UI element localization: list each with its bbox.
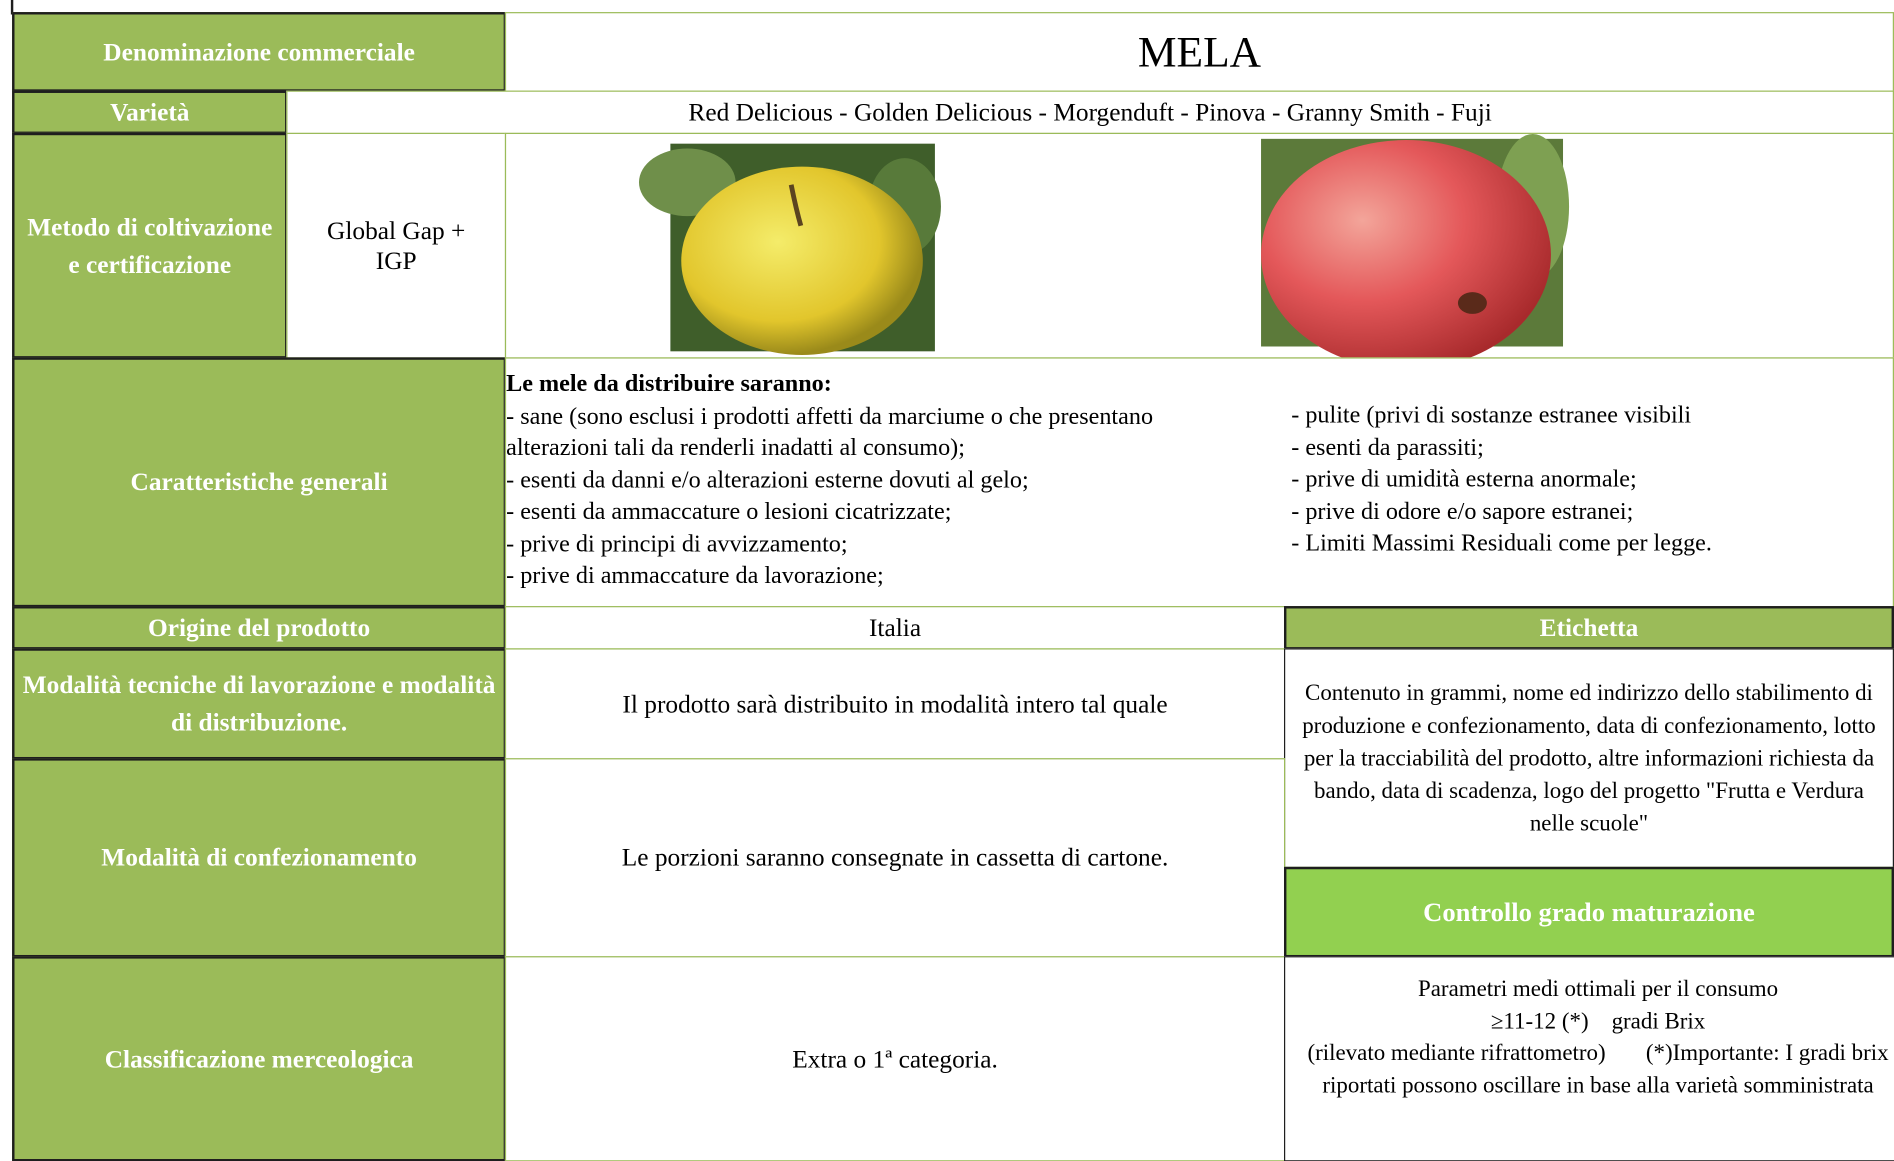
label-info: Contenuto in grammi, nome ed indirizzo d… bbox=[1283, 648, 1894, 869]
row-label: Modalità di confezionamento bbox=[12, 758, 507, 958]
border bbox=[10, 0, 14, 15]
text-line: (rilevato mediante rifrattometro) (*)Imp… bbox=[1307, 1040, 1894, 1099]
list-item: - sane (sono esclusi i prodotti affetti … bbox=[506, 402, 1154, 462]
characteristics: Le mele da distribuire saranno: - sane (… bbox=[504, 357, 1894, 608]
row-label: Origine del prodotto bbox=[12, 606, 507, 650]
column-label: Etichetta bbox=[1283, 606, 1894, 650]
list: - pulite (privi di sostanze estranee vis… bbox=[1291, 400, 1894, 560]
images-cell bbox=[504, 132, 1894, 360]
row-label: Metodo di coltivazione e certificazione bbox=[12, 132, 288, 359]
text-line: Parametri medi ottimali per il consumo bbox=[1417, 976, 1779, 1003]
list-item: - prive di odore e/o sapore estranei; bbox=[1291, 498, 1634, 525]
row-label: Varietà bbox=[12, 90, 288, 135]
classification: Extra o 1ª categoria. bbox=[504, 956, 1286, 1161]
processing: Il prodotto sarà distribuito in modalità… bbox=[504, 648, 1286, 760]
ripeness-info: Parametri medi ottimali per il consumo ≥1… bbox=[1283, 956, 1894, 1161]
apple-images bbox=[638, 134, 1570, 360]
list-item: - esenti da danni e/o alterazioni estern… bbox=[506, 466, 1029, 494]
title: MELA bbox=[504, 12, 1894, 92]
list-item: - prive di umidità esterna anormale; bbox=[1291, 466, 1637, 493]
column-label: Controllo grado maturazione bbox=[1283, 866, 1894, 958]
row-label: Denominazione commerciale bbox=[12, 12, 507, 92]
row-label: Classificazione merceologica bbox=[12, 956, 507, 1161]
varieties: Red Delicious - Golden Delicious - Morge… bbox=[286, 90, 1894, 135]
method: Global Gap + IGP bbox=[286, 132, 507, 359]
list: - sane (sono esclusi i prodotti affetti … bbox=[506, 400, 1182, 592]
packaging: Le porzioni saranno consegnate in casset… bbox=[504, 758, 1286, 958]
list-item: - esenti da parassiti; bbox=[1291, 434, 1484, 461]
list-item: - pulite (privi di sostanze estranee vis… bbox=[1291, 402, 1692, 429]
list-item: - esenti da ammaccature o lesioni cicatr… bbox=[506, 498, 952, 526]
origin: Italia bbox=[504, 606, 1286, 650]
list-item: - prive di ammaccature da lavorazione; bbox=[506, 562, 884, 590]
heading: Le mele da distribuire saranno: bbox=[506, 370, 832, 398]
text-line: ≥11-12 (*) gradi Brix bbox=[1490, 1008, 1706, 1035]
list-item: - prive di principi di avvizzamento; bbox=[506, 530, 848, 558]
list-item: - Limiti Massimi Residuali come per legg… bbox=[1291, 530, 1712, 557]
row-label: Modalità tecniche di lavorazione e modal… bbox=[12, 648, 507, 760]
row-label: Caratteristiche generali bbox=[12, 357, 507, 608]
